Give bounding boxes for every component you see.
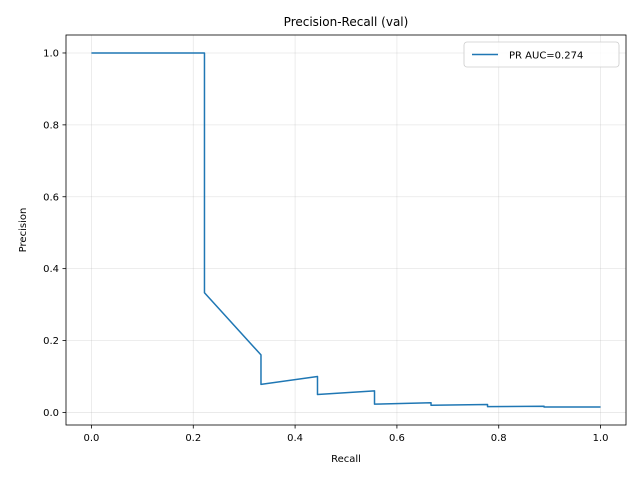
x-tick-label: 0.8 bbox=[491, 433, 507, 444]
plot-frame bbox=[65, 34, 627, 426]
y-axis-title: Precision bbox=[18, 208, 29, 253]
series-line-0 bbox=[91, 52, 601, 408]
y-tick-label: 0.4 bbox=[43, 264, 59, 275]
legend-label: PR AUC=0.274 bbox=[509, 51, 583, 62]
y-tick-label: 0.6 bbox=[43, 192, 59, 203]
x-tick-label: 1.0 bbox=[593, 433, 609, 444]
x-tick-label: 0.4 bbox=[287, 433, 303, 444]
chart-title: Precision-Recall (val) bbox=[284, 15, 409, 29]
axis-ticks: 0.0 0.2 0.4 0.6 0.8 1.0 0.0 0.2 0.4 0.6 0.8 1.0 bbox=[43, 48, 608, 444]
y-tick-label: 1.0 bbox=[43, 48, 59, 59]
y-tick-label: 0.0 bbox=[43, 408, 59, 419]
series-layer bbox=[91, 52, 601, 408]
legend-box bbox=[463, 41, 620, 68]
y-tick-label: 0.2 bbox=[43, 336, 59, 347]
legend: PR AUC=0.274 bbox=[463, 41, 620, 68]
x-tick-label: 0.2 bbox=[185, 433, 201, 444]
x-axis-title: Recall bbox=[331, 454, 361, 465]
y-tick-label: 0.8 bbox=[43, 120, 59, 131]
x-tick-label: 0.0 bbox=[84, 433, 100, 444]
x-tick-label: 0.6 bbox=[389, 433, 405, 444]
